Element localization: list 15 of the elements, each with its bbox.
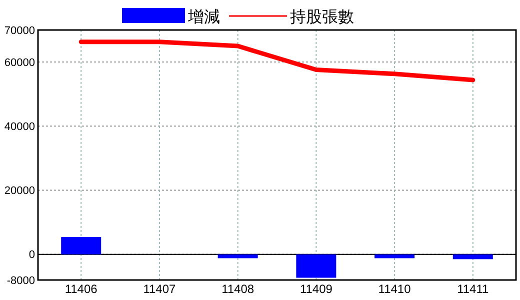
y-tick-label: -8000 (6, 274, 35, 287)
x-tick-label: 11411 (457, 282, 490, 296)
legend-label: 增減 (187, 8, 220, 26)
line-series (78, 40, 476, 82)
y-tick-label: 20000 (4, 185, 35, 198)
y-tick-label: 60000 (4, 56, 35, 69)
y-tick-label: 40000 (4, 121, 35, 134)
x-tick-label: 11410 (378, 282, 412, 296)
x-tick-label: 11407 (143, 282, 176, 296)
x-tick-label: 11406 (64, 282, 98, 296)
legend-label: 持股張數 (290, 8, 354, 26)
y-tick-label: 70000 (4, 24, 35, 37)
y-tick-label: 0 (28, 249, 35, 262)
x-tick-label: 11409 (300, 282, 333, 296)
x-tick-label: 11408 (222, 282, 254, 296)
